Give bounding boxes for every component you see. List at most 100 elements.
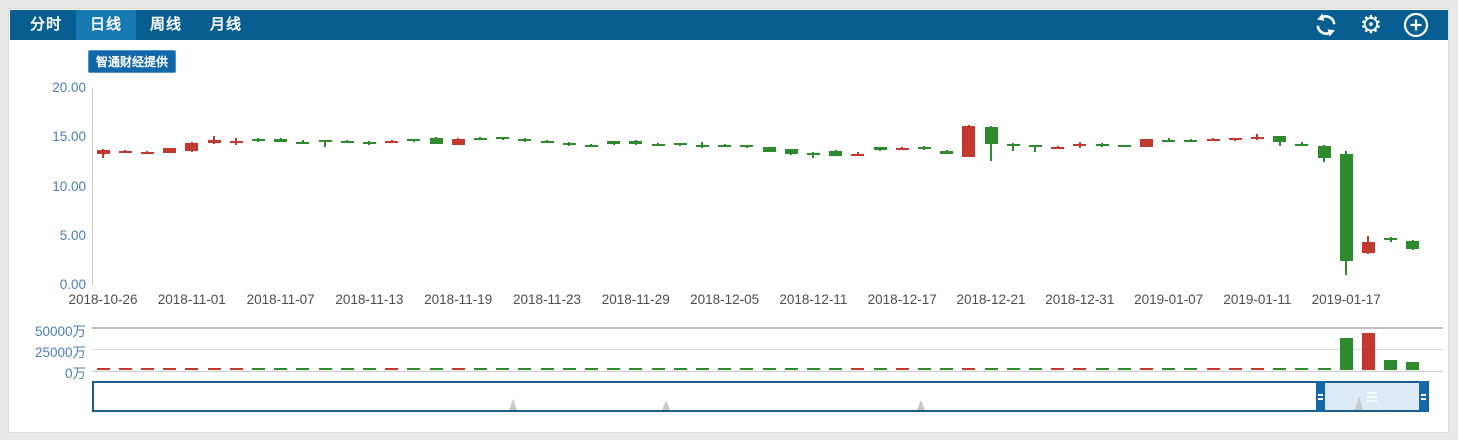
- chart-toolbar: 分时 日线 周线 月线 ⚙: [10, 10, 1448, 40]
- volume-bar: [895, 368, 909, 370]
- candle-body: [1250, 137, 1264, 140]
- navigator-track[interactable]: [92, 381, 1429, 412]
- volume-bar: [1206, 368, 1220, 370]
- volume-bar: [1162, 368, 1176, 370]
- volume-bar: [1117, 368, 1131, 370]
- navigator-right-handle[interactable]: [1418, 381, 1428, 412]
- candle-body: [829, 151, 843, 156]
- volume-bar: [1028, 368, 1042, 370]
- candle-body: [518, 139, 532, 142]
- candle-wick: [1167, 137, 1170, 143]
- candle-body: [762, 147, 776, 152]
- tab-daily[interactable]: 日线: [76, 10, 137, 40]
- tab-monthly[interactable]: 月线: [210, 16, 243, 33]
- volume-bar: [917, 368, 931, 370]
- price-axis-tick: 5.00: [59, 227, 86, 243]
- volume-axis-tick: 25000万: [34, 345, 86, 360]
- candle-body: [1406, 241, 1420, 250]
- handle-grip: [1318, 397, 1324, 400]
- volume-bar: [740, 368, 754, 370]
- volume-bar: [429, 368, 443, 370]
- tab-weekly[interactable]: 周线: [150, 16, 183, 33]
- candle-body: [1295, 143, 1309, 146]
- price-axis-tick: 0.00: [59, 277, 86, 292]
- candle-body: [340, 140, 354, 143]
- candle-body: [451, 138, 465, 145]
- volume-bar: [562, 368, 576, 370]
- candle-body: [296, 141, 310, 144]
- gear-icon: ⚙: [1359, 10, 1383, 39]
- date-axis-label: 2018-12-21: [956, 292, 1026, 307]
- volume-bar: [1184, 368, 1198, 370]
- volume-bar: [784, 368, 798, 370]
- volume-bar: [540, 368, 554, 370]
- volume-bar: [407, 368, 421, 370]
- date-axis-label: 2018-12-05: [690, 292, 760, 307]
- candle-body: [1273, 136, 1287, 142]
- volume-bar: [806, 368, 820, 370]
- candle-body: [496, 137, 510, 140]
- volume-bar: [584, 368, 598, 370]
- candle-wick: [324, 139, 326, 147]
- period-tabs: 分时 日线 周线 月线: [16, 10, 256, 40]
- volume-bar: [1139, 368, 1153, 370]
- candle-wick: [812, 152, 815, 158]
- candle-body: [140, 151, 154, 154]
- navigator-left-handle[interactable]: [1316, 381, 1326, 412]
- candle-body: [1184, 140, 1198, 142]
- candle-body: [274, 139, 288, 142]
- volume-bar: [1384, 359, 1398, 370]
- candle-body: [163, 148, 177, 153]
- candle-wick: [1012, 142, 1015, 152]
- candle-body: [185, 142, 199, 152]
- volume-bar: [251, 368, 265, 370]
- date-axis-label: 2019-01-07: [1134, 292, 1204, 307]
- volume-bar: [1051, 368, 1065, 370]
- candle-body: [784, 149, 798, 154]
- price-axis-tick: 15.00: [52, 129, 86, 145]
- candle-body: [629, 140, 643, 144]
- volume-bar: [296, 368, 310, 370]
- candle-body: [1361, 241, 1375, 254]
- candle-body: [1162, 140, 1176, 142]
- volume-bar: [473, 368, 487, 370]
- tab-intraday[interactable]: 分时: [30, 16, 63, 33]
- refresh-icon: [1316, 13, 1336, 37]
- volume-bar: [629, 368, 643, 370]
- date-axis-label: 2018-11-01: [157, 292, 226, 307]
- candle-body: [1384, 238, 1398, 241]
- candle-body: [962, 125, 976, 157]
- settings-button[interactable]: ⚙: [1357, 11, 1385, 39]
- candle-body: [895, 148, 909, 151]
- volume-bar: [1250, 368, 1264, 370]
- volume-bar: [340, 368, 354, 370]
- candle-body: [984, 127, 998, 145]
- add-indicator-button[interactable]: [1402, 11, 1430, 39]
- provider-badge: 智通财经提供: [88, 50, 177, 73]
- candle-body: [407, 139, 421, 142]
- candle-body: [96, 150, 110, 154]
- navigator-volume-spike: [661, 400, 670, 410]
- candle-body: [1095, 143, 1109, 146]
- volume-bar: [873, 368, 887, 370]
- toolbar-actions: ⚙: [1312, 10, 1430, 40]
- navigator-volume-spike: [509, 399, 518, 410]
- candle-body: [740, 145, 754, 148]
- candle-body: [718, 145, 732, 148]
- volume-bar: [1073, 368, 1087, 370]
- refresh-button[interactable]: [1312, 11, 1340, 39]
- plus-circle-icon: [1403, 12, 1429, 38]
- volume-axis-tick: 50000万: [34, 324, 86, 339]
- candle-body: [695, 144, 709, 147]
- handle-grip: [1318, 393, 1324, 396]
- volume-bar: [163, 368, 177, 370]
- candle-body: [118, 151, 132, 154]
- candle-body: [540, 140, 554, 143]
- volume-bar: [1095, 368, 1109, 370]
- volume-bar: [118, 368, 132, 370]
- volume-bar: [1006, 368, 1020, 370]
- candle-body: [318, 140, 332, 143]
- volume-bar: [851, 368, 865, 370]
- volume-bar: [695, 368, 709, 370]
- candle-body: [940, 151, 954, 154]
